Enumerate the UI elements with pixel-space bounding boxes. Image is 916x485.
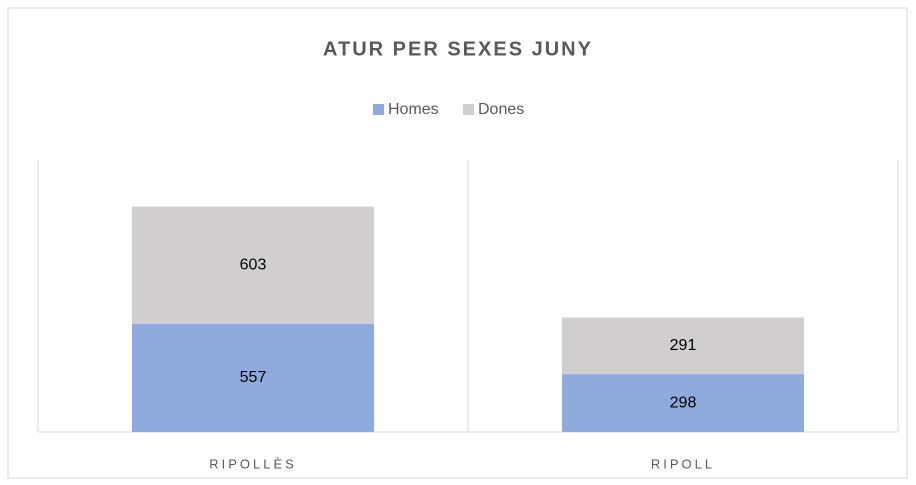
legend-label: Dones: [478, 101, 524, 118]
bar-segment: [131, 323, 375, 432]
bar-segment: [561, 374, 805, 432]
chart-title: ATUR PER SEXES JUNY: [323, 38, 593, 60]
legend-swatch: [463, 104, 474, 115]
data-label: 298: [670, 394, 697, 411]
bar-segment: [131, 206, 375, 324]
legend-label: Homes: [388, 101, 439, 118]
data-label: 603: [240, 256, 267, 273]
bar-segment: [561, 317, 805, 375]
legend-swatch: [373, 104, 384, 115]
x-tick-label: RIPOLLÈS: [209, 456, 297, 471]
data-label: 557: [240, 369, 267, 386]
data-label: 291: [670, 337, 697, 354]
x-tick-label: RIPOLL: [651, 456, 715, 471]
